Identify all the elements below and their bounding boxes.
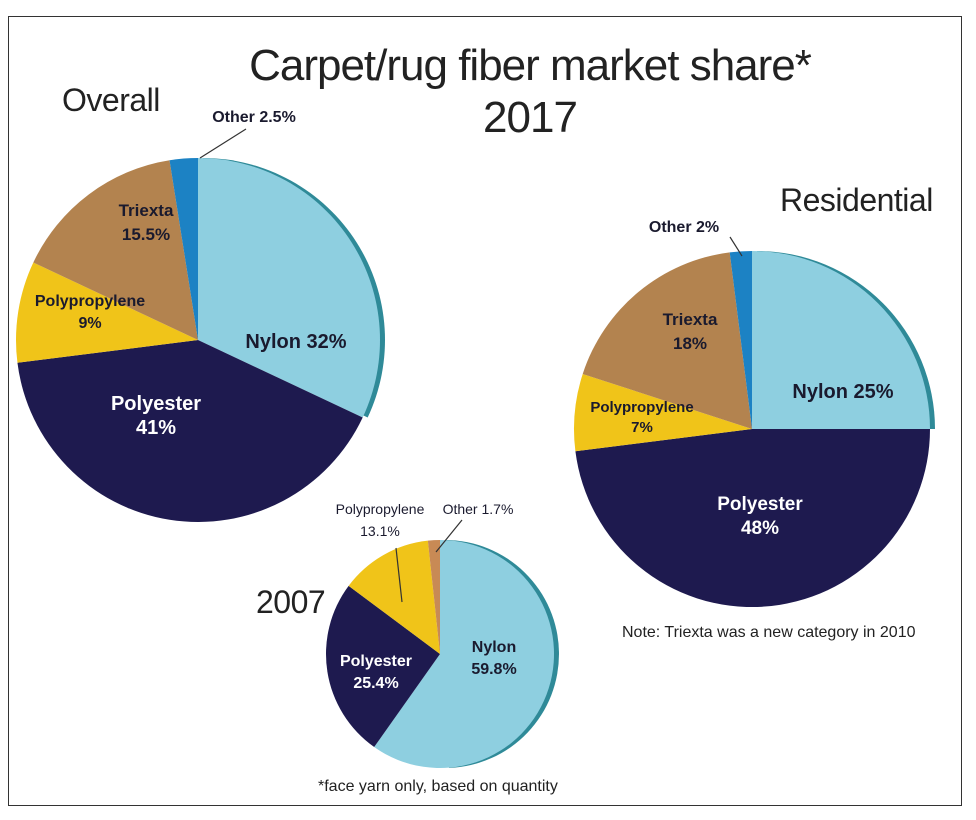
- slice-triexta-overall: [33, 160, 198, 340]
- residential-heading: Residential: [780, 182, 933, 218]
- chart-title-line-2: 2017: [483, 93, 578, 142]
- pie-overall: Nylon 32% Polyester 41% Polypropylene 9% Trie…: [16, 109, 386, 522]
- year-2007-heading: 2007: [256, 584, 326, 620]
- slice-label-polyester-residential: Polyester 48%: [717, 494, 803, 539]
- pie-2007: Nylon 59.8% Polyester 25.4% Polypropylene 13.…: [326, 501, 559, 768]
- leader-line-other: [435, 519, 463, 553]
- slice-label-other-overall: Other 2.5%: [212, 109, 296, 126]
- slice-polypropylene-overall: [16, 262, 199, 363]
- slice-label-triexta-overall: Triexta 15.5%: [119, 201, 174, 244]
- slice-polyester-2007: [326, 585, 440, 748]
- leader-line-other: [199, 128, 247, 159]
- slice-polypropylene-2007: [348, 540, 440, 654]
- slice-label-nylon-residential: Nylon 25%: [792, 381, 893, 403]
- slice-polypropylene-residential: [573, 373, 752, 452]
- slice-other-overall: [169, 158, 198, 340]
- slice-triexta-residential: [582, 252, 752, 429]
- slice-nylon-residential: [752, 251, 930, 429]
- overall-heading: Overall: [62, 82, 160, 118]
- chart-title: Carpet/rug fiber market share* 2017: [230, 40, 830, 144]
- slice-label-polypropylene-residential: Polypropylene 7%: [590, 399, 693, 436]
- slice-label-nylon-2007: Nylon 59.8%: [471, 639, 516, 678]
- footnote: *face yarn only, based on quantity: [318, 778, 558, 795]
- slice-label-polyester-2007: Polyester 25.4%: [340, 653, 412, 692]
- slice-polyester-overall: [17, 340, 363, 522]
- pie-residential: Nylon 25% Polyester 48% Polypropylene 7% Trie…: [573, 219, 935, 608]
- slice-label-polypropylene-overall: Polypropylene 9%: [35, 293, 145, 332]
- figure-frame: [8, 16, 962, 806]
- slice-label-polyester-overall: Polyester 41%: [111, 393, 201, 439]
- slice-label-triexta-residential: Triexta 18%: [663, 310, 718, 353]
- slice-label-other-2007: Other 1.7%: [443, 501, 514, 517]
- slice-label-nylon-overall: Nylon 32%: [245, 331, 346, 353]
- slice-label-other-residential: Other 2%: [649, 219, 719, 236]
- leader-line-other: [729, 236, 743, 257]
- triexta-note: Note: Triexta was a new category in 2010: [622, 624, 916, 641]
- slice-nylon-2007: [374, 540, 555, 768]
- slice-nylon-overall: [198, 158, 381, 418]
- slice-other-2007: [427, 540, 440, 654]
- chart-title-line-1: Carpet/rug fiber market share*: [249, 41, 812, 90]
- slice-label-polypropylene-2007: Polypropylene 13.1%: [336, 501, 425, 539]
- leader-line-polypropylene: [395, 547, 403, 603]
- slice-polyester-residential: [575, 429, 931, 608]
- slice-other-residential: [729, 251, 752, 429]
